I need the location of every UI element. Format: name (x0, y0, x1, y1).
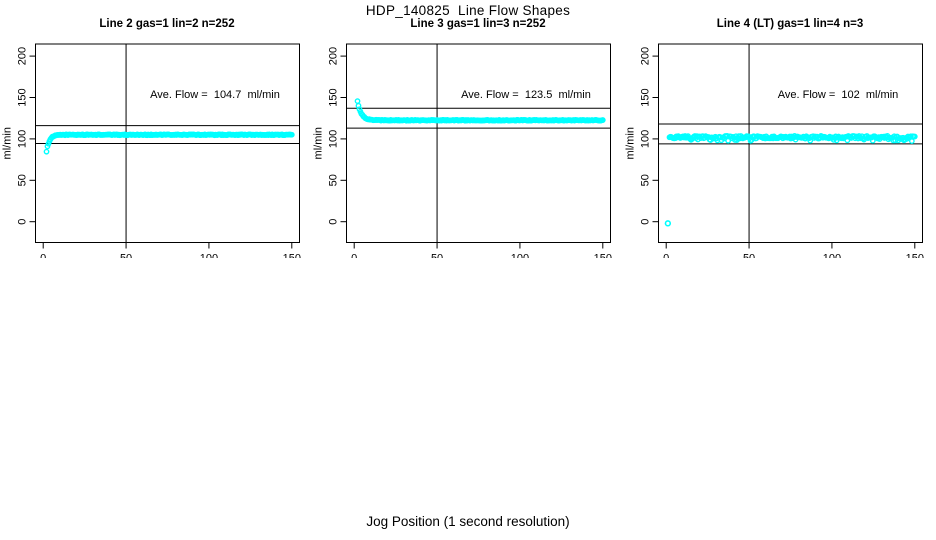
y-tick-label: 100 (16, 130, 28, 148)
x-tick-label: 50 (431, 253, 443, 259)
y-tick-label: 50 (16, 174, 28, 186)
panel-1-ave-flow-annotation: Ave. Flow = 104.7 ml/min (150, 89, 280, 101)
x-tick-label: 150 (906, 253, 924, 259)
y-axis-label: ml/min (312, 127, 324, 159)
x-tick-label: 0 (40, 253, 46, 259)
x-tick-label: 0 (351, 253, 357, 259)
y-tick-label: 100 (639, 130, 651, 148)
y-tick-label: 50 (327, 174, 339, 186)
panel-2-plot: 0 50 100 150 200 0 50 100 150 ml/min (312, 43, 612, 259)
y-tick-label: 0 (16, 219, 28, 225)
x-tick-label: 100 (511, 253, 529, 259)
y-tick-label: 200 (16, 47, 28, 65)
y-tick-label: 150 (639, 88, 651, 106)
panel-3-plot: 0 50 100 150 200 0 50 100 150 ml/min (624, 43, 924, 259)
x-tick-label: 100 (200, 253, 218, 259)
x-tick-label: 50 (743, 253, 755, 259)
y-tick-label: 0 (639, 219, 651, 225)
y-axis-label: ml/min (1, 127, 13, 159)
x-tick-label: 150 (283, 253, 301, 259)
outlier-data-point (664, 220, 672, 227)
x-tick-label: 0 (663, 253, 669, 259)
panel-2-ave-flow-annotation: Ave. Flow = 123.5 ml/min (461, 89, 591, 101)
y-tick-label: 200 (639, 47, 651, 65)
data-point (911, 133, 918, 140)
panel-2-title: Line 3 gas=1 lin=3 n=252 (410, 18, 546, 30)
data-points-series (354, 98, 606, 124)
y-tick-label: 200 (327, 47, 339, 65)
data-point (908, 138, 915, 144)
panel-1-title: Line 2 gas=1 lin=2 n=252 (99, 18, 235, 30)
plot-box (346, 43, 611, 243)
y-tick-label: 0 (327, 219, 339, 225)
plot-box (35, 43, 300, 243)
panel-3-ave-flow-annotation: Ave. Flow = 102 ml/min (777, 89, 899, 101)
y-axis-label: ml/min (624, 127, 636, 159)
x-tick-label: 50 (120, 253, 132, 259)
plot-box (658, 43, 923, 243)
x-axis-label: Jog Position (1 second resolution) (366, 514, 570, 529)
panel-1-plot: 0 50 100 150 200 0 50 100 150 ml/min (1, 43, 301, 259)
x-tick-label: 150 (594, 253, 612, 259)
panel-3-title: Line 4 (LT) gas=1 lin=4 n=3 (716, 18, 864, 30)
x-tick-label: 100 (823, 253, 841, 259)
data-point (43, 148, 50, 155)
data-point (354, 98, 361, 105)
y-tick-label: 100 (327, 130, 339, 148)
y-tick-label: 50 (639, 174, 651, 186)
figure-title: HDP_140825 Line Flow Shapes (365, 3, 571, 18)
data-points-series (664, 133, 918, 227)
y-tick-label: 150 (327, 88, 339, 106)
data-point (599, 117, 606, 123)
data-points-series (43, 131, 295, 155)
y-tick-label: 150 (16, 88, 28, 106)
data-point (288, 131, 295, 138)
